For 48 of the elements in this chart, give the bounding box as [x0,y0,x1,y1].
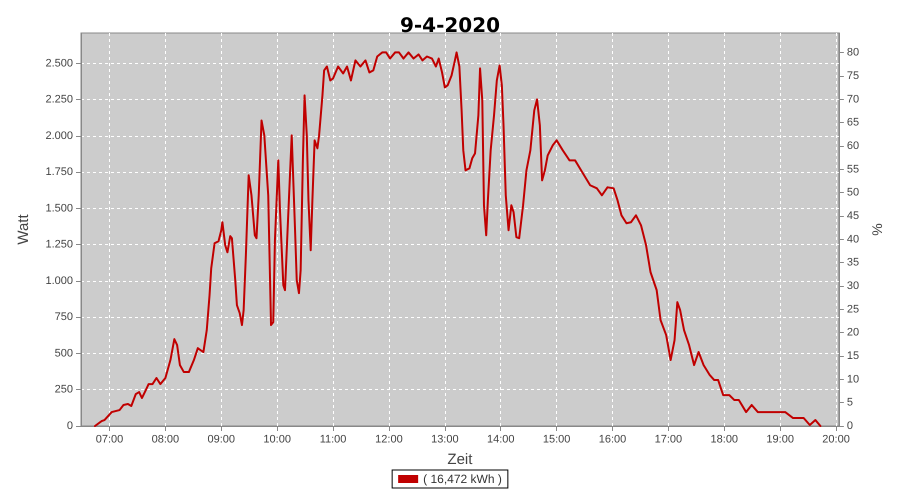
y-tick-label: 1.500 [45,202,73,214]
x-tick-label: 11:00 [320,434,346,446]
y2-tick-label: 60 [846,140,860,152]
y2-tick-label: 20 [846,326,860,339]
y-tick-label: 2.500 [45,57,73,70]
x-tick-label: 08:00 [152,434,180,446]
y-tick-label: 750 [54,311,73,324]
y2-tick-label: 55 [846,163,860,176]
x-tick-label: 12:00 [375,434,403,446]
x-tick-label: 07:00 [96,434,124,446]
x-tick-label: 09:00 [208,434,236,446]
y-tick-label: 0 [66,420,73,432]
x-tick-label: 17:00 [654,434,682,446]
y2-tick-label: 40 [846,233,860,246]
y-tick-label: 1.250 [45,238,73,251]
y-tick-label: 2.250 [45,94,73,106]
x-tick-label: 18:00 [710,434,738,446]
y2-axis-title: % [869,223,885,236]
y-tick-label: 1.000 [45,274,73,287]
y-tick-label: 500 [54,347,73,360]
x-tick-label: 14:00 [486,434,514,446]
y2-tick-label: 35 [846,256,860,269]
y2-tick-label: 70 [846,93,860,106]
y2-tick-label: 10 [846,373,860,386]
line-series [94,51,822,427]
y-tick-label: 250 [54,384,73,396]
chart-title: 9-4-2020 [400,13,500,37]
y-axis-title: Watt [15,214,32,245]
y2-tick-label: 15 [846,350,860,362]
y-tick-label: 1.750 [45,166,73,178]
x-tick-label: 10:00 [263,434,291,446]
x-axis-title: Zeit [447,451,474,468]
y2-tick-label: 80 [846,46,860,59]
y2-tick-label: 50 [846,186,860,199]
x-tick-label: 20:00 [822,434,850,446]
y2-tick-label: 30 [846,280,860,292]
y2-tick-label: 65 [846,116,860,129]
y2-tick-label: 25 [846,303,860,316]
y-tick-label: 2.000 [45,130,73,142]
y2-tick-label: 45 [846,210,860,222]
y2-tick-label: 0 [846,420,853,432]
legend-label: ( 16,472 kWh ) [423,472,502,486]
x-tick-label: 15:00 [542,434,570,446]
x-tick-label: 13:00 [431,434,459,446]
y2-tick-label: 5 [846,396,853,409]
x-tick-label: 19:00 [766,434,794,446]
x-tick-label: 16:00 [598,434,626,446]
y2-tick-label: 75 [846,70,860,82]
